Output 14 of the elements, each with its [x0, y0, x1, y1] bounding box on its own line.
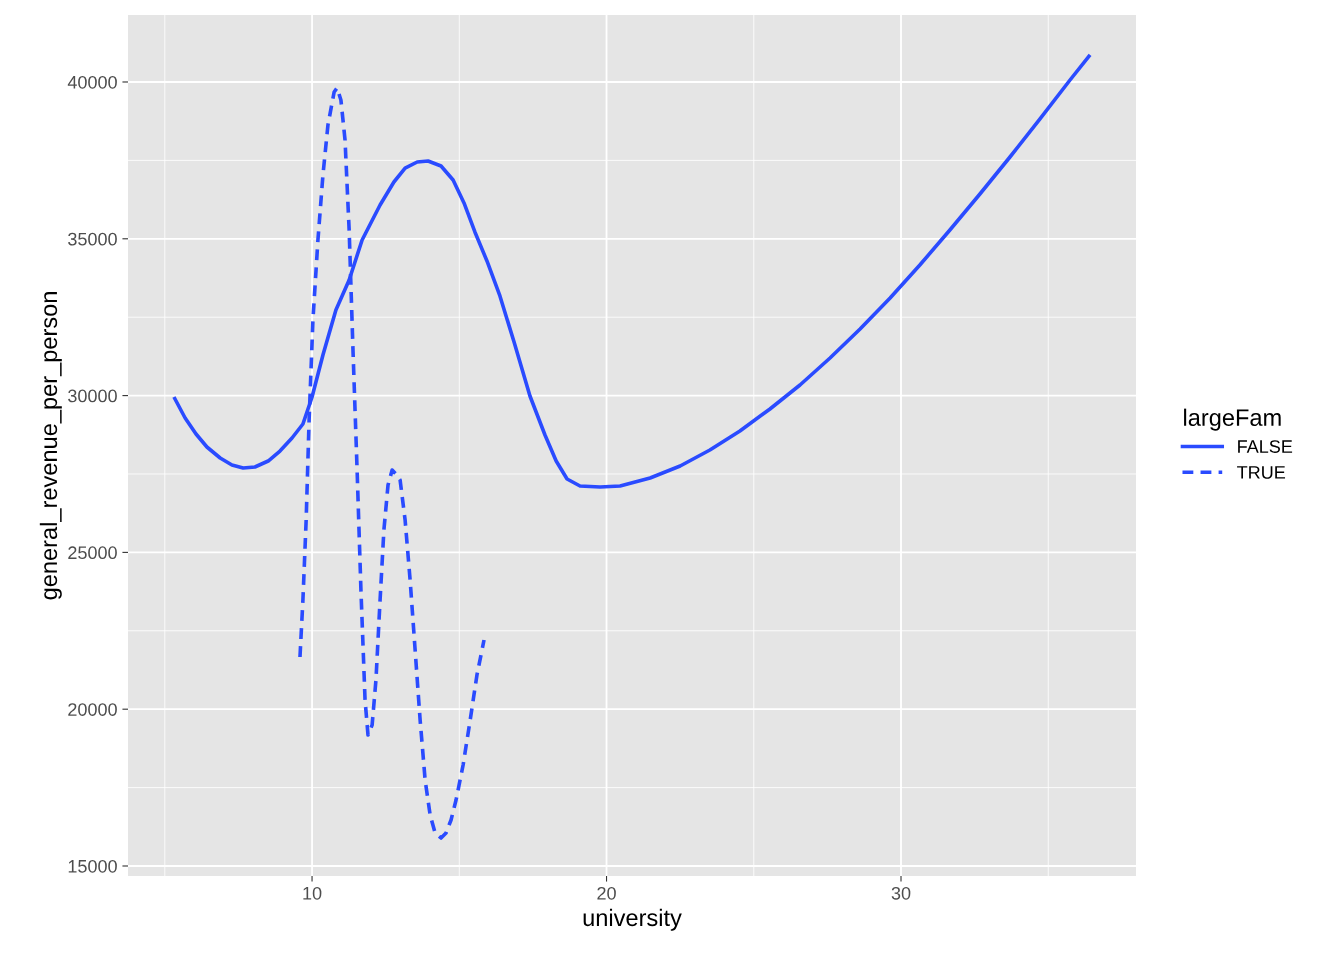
- legend-label: FALSE: [1238, 440, 1293, 453]
- legend-title: largeFam: [1184, 408, 1281, 431]
- y-tick-label: 15000: [68, 859, 117, 873]
- x-tick-label: 20: [597, 886, 616, 900]
- y-axis-title: general_revenue_per_person: [39, 292, 62, 600]
- legend-label: TRUE: [1237, 466, 1286, 479]
- y-tick-label: 20000: [68, 703, 117, 716]
- x-tick-label: 10: [303, 886, 322, 900]
- x-axis-title: university: [583, 908, 682, 931]
- x-tick-label: 30: [891, 886, 911, 900]
- y-tick-label: 30000: [68, 389, 117, 403]
- y-tick-label: 25000: [68, 546, 117, 560]
- y-tick-label: 40000: [67, 75, 117, 89]
- y-tick-label: 35000: [68, 232, 117, 246]
